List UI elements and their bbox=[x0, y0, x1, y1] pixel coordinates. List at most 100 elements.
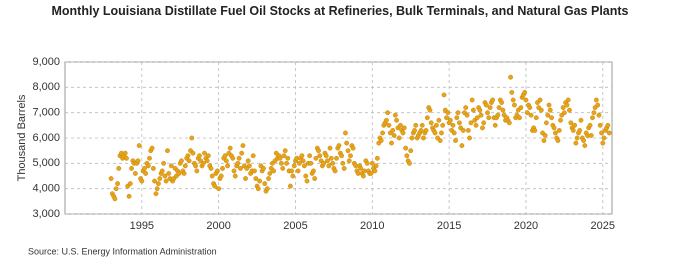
data-point bbox=[127, 181, 133, 187]
data-point bbox=[364, 160, 370, 166]
data-point bbox=[384, 117, 389, 123]
data-point bbox=[162, 173, 168, 179]
data-point bbox=[332, 168, 338, 174]
data-point bbox=[542, 133, 548, 138]
data-point bbox=[524, 110, 530, 116]
data-point bbox=[212, 183, 218, 189]
data-point bbox=[308, 160, 314, 166]
data-point bbox=[570, 127, 576, 133]
data-point bbox=[463, 105, 469, 111]
data-point bbox=[499, 100, 505, 105]
data-point bbox=[597, 122, 603, 128]
data-point bbox=[506, 120, 512, 126]
data-point bbox=[313, 155, 319, 161]
data-point bbox=[527, 105, 533, 111]
data-point bbox=[553, 130, 558, 136]
x-tick-label: 2015 bbox=[437, 220, 461, 232]
data-point bbox=[578, 117, 584, 123]
data-point bbox=[490, 97, 496, 103]
data-point bbox=[454, 115, 460, 121]
data-point bbox=[386, 122, 392, 128]
data-point bbox=[282, 148, 288, 154]
data-point bbox=[230, 155, 236, 161]
data-point bbox=[591, 110, 597, 116]
data-point bbox=[139, 178, 145, 184]
data-point bbox=[392, 112, 398, 118]
data-point bbox=[486, 115, 492, 121]
data-point bbox=[512, 102, 517, 108]
data-point bbox=[440, 122, 446, 128]
y-tick-label: 5,000 bbox=[32, 157, 60, 169]
data-point bbox=[593, 97, 599, 103]
data-point bbox=[447, 117, 453, 123]
y-tick-label: 3,000 bbox=[32, 208, 60, 220]
data-point bbox=[390, 127, 396, 133]
data-point bbox=[549, 115, 555, 121]
data-point bbox=[340, 160, 346, 166]
data-point bbox=[295, 168, 301, 174]
data-point bbox=[223, 158, 229, 164]
data-point bbox=[145, 163, 151, 169]
data-point bbox=[495, 112, 501, 118]
data-point bbox=[176, 171, 182, 176]
data-point bbox=[284, 160, 289, 166]
data-point bbox=[596, 112, 602, 118]
data-point bbox=[345, 148, 351, 154]
data-point bbox=[317, 153, 323, 159]
data-point bbox=[165, 148, 170, 154]
y-tick-label: 4,000 bbox=[32, 183, 60, 195]
data-point bbox=[182, 163, 188, 169]
data-point bbox=[380, 130, 385, 136]
data-point bbox=[307, 153, 313, 159]
data-point bbox=[129, 165, 134, 171]
data-point bbox=[374, 155, 380, 161]
data-point bbox=[421, 135, 426, 141]
data-point bbox=[303, 173, 309, 179]
data-point bbox=[523, 97, 529, 103]
data-point bbox=[481, 120, 487, 126]
data-point bbox=[582, 143, 588, 149]
y-tick-label: 9,000 bbox=[32, 56, 60, 68]
data-point bbox=[360, 173, 366, 179]
data-point bbox=[400, 130, 406, 136]
data-point bbox=[394, 117, 399, 123]
data-point bbox=[407, 160, 412, 166]
data-point bbox=[404, 153, 410, 159]
data-point bbox=[115, 181, 120, 187]
data-point bbox=[299, 153, 305, 159]
data-point bbox=[336, 143, 342, 149]
data-point bbox=[311, 168, 316, 174]
data-point bbox=[280, 165, 286, 171]
data-point bbox=[457, 120, 462, 126]
data-point bbox=[215, 168, 220, 174]
data-point bbox=[522, 90, 528, 95]
x-tick-label: 2020 bbox=[514, 220, 538, 232]
data-point bbox=[152, 178, 157, 184]
data-point bbox=[595, 102, 601, 108]
data-point bbox=[480, 125, 485, 131]
data-point bbox=[235, 160, 241, 166]
y-tick-label: 6,000 bbox=[32, 132, 60, 144]
data-point bbox=[200, 160, 206, 166]
y-tick-label: 7,000 bbox=[32, 107, 60, 119]
data-point bbox=[157, 176, 163, 181]
data-point bbox=[346, 158, 352, 164]
data-point bbox=[112, 196, 118, 202]
data-point bbox=[385, 110, 391, 116]
data-point bbox=[161, 160, 167, 166]
data-point bbox=[289, 168, 295, 174]
data-point bbox=[389, 140, 394, 146]
data-point bbox=[327, 145, 333, 151]
data-point bbox=[156, 181, 161, 187]
data-point bbox=[116, 165, 122, 171]
data-point bbox=[413, 122, 419, 128]
data-point bbox=[150, 165, 156, 171]
data-point bbox=[378, 138, 384, 143]
data-point bbox=[132, 171, 138, 176]
data-point bbox=[296, 160, 302, 166]
data-point bbox=[250, 153, 256, 159]
data-point bbox=[227, 145, 233, 151]
data-point bbox=[350, 145, 356, 151]
data-point bbox=[424, 115, 430, 121]
